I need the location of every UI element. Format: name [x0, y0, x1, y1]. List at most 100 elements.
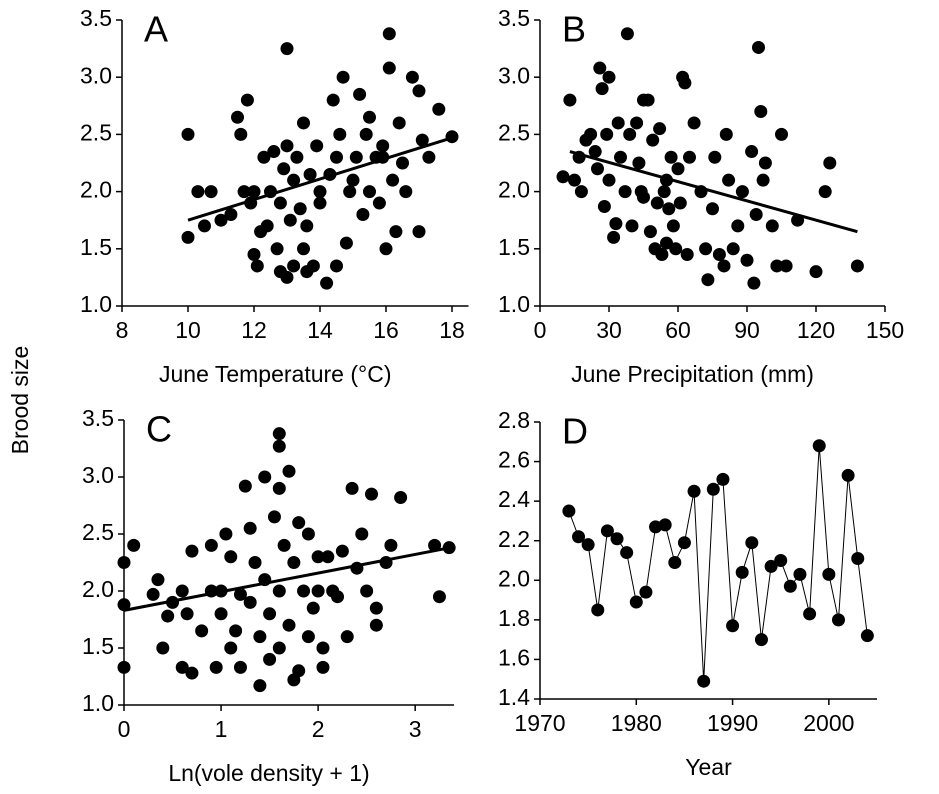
y-tick-label: 2.8 [498, 407, 530, 433]
data-point [253, 630, 267, 644]
data-point [432, 590, 446, 604]
data-point [277, 538, 291, 552]
x-axis-title: Year [685, 754, 732, 780]
x-axis-title: June Temperature (°C) [159, 361, 391, 387]
data-point [735, 565, 749, 579]
data-point [588, 145, 602, 159]
y-tick-label: 2.0 [498, 177, 530, 203]
data-point [641, 93, 655, 107]
data-point [280, 270, 294, 284]
data-point [363, 110, 376, 124]
data-point [726, 242, 740, 256]
data-point [752, 40, 765, 54]
y-tick-label: 3.5 [82, 405, 114, 431]
data-point [386, 173, 400, 187]
data-point [330, 150, 343, 164]
data-point [263, 607, 277, 621]
data-point [204, 185, 218, 199]
data-point [706, 482, 720, 496]
data-point [809, 265, 823, 279]
data-point [812, 439, 826, 453]
y-tick-label: 2.0 [498, 565, 530, 591]
data-point [270, 242, 284, 256]
data-point [117, 598, 131, 612]
y-tick-label: 2.6 [498, 447, 530, 473]
data-point [306, 601, 320, 615]
data-point [345, 481, 359, 495]
data-point [392, 116, 406, 130]
data-point [353, 87, 367, 101]
data-point [333, 127, 347, 141]
data-point [595, 82, 609, 96]
data-point [244, 196, 258, 210]
data-point [247, 185, 261, 199]
data-point [151, 573, 165, 587]
x-tick-label: 120 [797, 317, 835, 343]
data-point [273, 196, 287, 210]
data-point [339, 236, 353, 250]
data-point [712, 248, 726, 262]
data-point [198, 219, 211, 233]
data-point [181, 230, 195, 244]
data-point [161, 609, 175, 623]
data-point [764, 559, 778, 573]
data-point [442, 541, 456, 555]
data-point [359, 127, 373, 141]
data-point [637, 190, 650, 204]
data-point [584, 127, 598, 141]
data-point [180, 607, 194, 621]
data-point [258, 573, 272, 587]
data-point [283, 213, 297, 227]
data-point [253, 679, 267, 693]
data-point [310, 139, 324, 153]
data-point [740, 253, 754, 267]
data-point [336, 70, 350, 84]
data-point [779, 259, 793, 273]
data-point [747, 276, 761, 290]
data-point [600, 127, 614, 141]
data-point [432, 102, 446, 116]
x-axis-title: Ln(vole density + 1) [168, 760, 369, 786]
data-point [422, 150, 436, 164]
data-point [396, 156, 409, 170]
data-point [175, 584, 189, 598]
data-point [297, 116, 310, 130]
y-tick-label: 3.0 [498, 62, 530, 88]
data-point [303, 167, 317, 181]
data-point [758, 156, 772, 170]
data-point [181, 127, 195, 141]
y-tick-label: 1.4 [498, 684, 530, 710]
panel-label: B [562, 9, 586, 50]
data-point [166, 595, 180, 609]
data-point [572, 530, 586, 544]
data-point [365, 487, 378, 501]
data-point [722, 173, 736, 187]
data-point [231, 110, 244, 124]
data-point [666, 219, 680, 233]
data-point [316, 660, 330, 674]
data-point [818, 185, 832, 199]
data-point [306, 259, 320, 273]
data-point [214, 584, 228, 598]
data-point [607, 230, 621, 244]
data-point [224, 550, 238, 564]
data-point [749, 207, 763, 221]
data-point [277, 162, 291, 176]
data-point [156, 641, 170, 655]
data-point [280, 42, 294, 56]
data-point [562, 504, 576, 518]
data-point [340, 630, 354, 644]
data-point [185, 544, 199, 558]
data-point [660, 173, 673, 187]
y-tick-label: 1.5 [80, 234, 112, 260]
data-point [563, 93, 577, 107]
panel-label: A [144, 9, 168, 50]
data-point [313, 185, 327, 199]
data-point [673, 196, 687, 210]
data-point [556, 170, 570, 184]
data-point [658, 518, 672, 532]
data-point [731, 219, 745, 233]
x-tick-label: 0 [118, 716, 131, 742]
data-point [243, 595, 257, 609]
